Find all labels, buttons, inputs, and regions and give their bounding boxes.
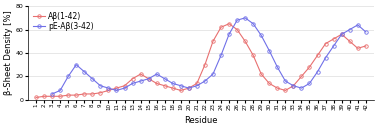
Aβ(1-42) (90, 93, 94, 95)
pE-Aβ(3-42) (170, 83, 175, 84)
pE-Aβ(3-42) (146, 78, 151, 79)
Aβ(1-42) (347, 41, 352, 42)
pE-Aβ(3-42) (203, 80, 207, 82)
pE-Aβ(3-42) (178, 85, 183, 87)
Y-axis label: β-Sheet Density [%]: β-Sheet Density [%] (4, 11, 13, 95)
Aβ(1-42) (138, 73, 143, 75)
Aβ(1-42) (130, 78, 135, 79)
pE-Aβ(3-42) (235, 19, 239, 21)
pE-Aβ(3-42) (339, 34, 344, 35)
pE-Aβ(3-42) (50, 93, 54, 95)
Aβ(1-42) (227, 23, 231, 25)
pE-Aβ(3-42) (364, 31, 368, 33)
pE-Aβ(3-42) (58, 90, 62, 91)
Aβ(1-42) (187, 87, 191, 89)
pE-Aβ(3-42) (211, 73, 215, 75)
Legend: Aβ(1-42), pE-Aβ(3-42): Aβ(1-42), pE-Aβ(3-42) (32, 10, 95, 33)
Line: pE-Aβ(3-42): pE-Aβ(3-42) (50, 16, 367, 96)
pE-Aβ(3-42) (74, 64, 79, 65)
pE-Aβ(3-42) (90, 78, 94, 79)
Aβ(1-42) (82, 93, 87, 95)
Aβ(1-42) (275, 87, 280, 89)
pE-Aβ(3-42) (138, 80, 143, 82)
Aβ(1-42) (42, 95, 46, 97)
pE-Aβ(3-42) (187, 87, 191, 89)
pE-Aβ(3-42) (219, 55, 223, 56)
Line: Aβ(1-42): Aβ(1-42) (34, 22, 367, 99)
pE-Aβ(3-42) (267, 50, 271, 51)
Aβ(1-42) (243, 41, 248, 42)
Aβ(1-42) (283, 90, 288, 91)
pE-Aβ(3-42) (315, 71, 320, 72)
pE-Aβ(3-42) (275, 66, 280, 68)
Aβ(1-42) (323, 43, 328, 44)
Aβ(1-42) (219, 26, 223, 28)
pE-Aβ(3-42) (347, 29, 352, 30)
pE-Aβ(3-42) (283, 80, 288, 82)
Aβ(1-42) (299, 76, 304, 77)
Aβ(1-42) (332, 38, 336, 40)
Aβ(1-42) (315, 55, 320, 56)
Aβ(1-42) (98, 92, 103, 94)
pE-Aβ(3-42) (130, 83, 135, 84)
pE-Aβ(3-42) (259, 35, 263, 36)
Aβ(1-42) (114, 87, 119, 89)
Aβ(1-42) (203, 64, 207, 65)
Aβ(1-42) (235, 29, 239, 30)
pE-Aβ(3-42) (227, 34, 231, 35)
Aβ(1-42) (267, 83, 271, 84)
pE-Aβ(3-42) (299, 87, 304, 89)
pE-Aβ(3-42) (195, 85, 199, 87)
Aβ(1-42) (66, 94, 70, 96)
Aβ(1-42) (178, 90, 183, 91)
pE-Aβ(3-42) (323, 57, 328, 58)
Aβ(1-42) (251, 55, 256, 56)
Aβ(1-42) (364, 45, 368, 47)
Aβ(1-42) (291, 85, 296, 87)
Aβ(1-42) (211, 41, 215, 42)
pE-Aβ(3-42) (66, 76, 70, 77)
Aβ(1-42) (307, 66, 312, 68)
Aβ(1-42) (195, 83, 199, 84)
Aβ(1-42) (259, 73, 263, 75)
pE-Aβ(3-42) (114, 90, 119, 91)
Aβ(1-42) (34, 97, 38, 98)
pE-Aβ(3-42) (106, 87, 111, 89)
Aβ(1-42) (50, 95, 54, 97)
Aβ(1-42) (58, 95, 62, 97)
Aβ(1-42) (106, 90, 111, 91)
Aβ(1-42) (163, 85, 167, 87)
Aβ(1-42) (170, 87, 175, 89)
pE-Aβ(3-42) (122, 87, 127, 89)
pE-Aβ(3-42) (98, 85, 103, 87)
Aβ(1-42) (355, 47, 360, 49)
pE-Aβ(3-42) (307, 83, 312, 84)
X-axis label: Residue: Residue (184, 116, 218, 125)
pE-Aβ(3-42) (251, 23, 256, 25)
Aβ(1-42) (339, 34, 344, 35)
Aβ(1-42) (146, 78, 151, 79)
pE-Aβ(3-42) (154, 73, 159, 75)
Aβ(1-42) (74, 94, 79, 96)
pE-Aβ(3-42) (243, 17, 248, 19)
pE-Aβ(3-42) (355, 24, 360, 26)
pE-Aβ(3-42) (332, 45, 336, 47)
pE-Aβ(3-42) (163, 78, 167, 79)
Aβ(1-42) (122, 85, 127, 87)
pE-Aβ(3-42) (82, 71, 87, 72)
Aβ(1-42) (154, 83, 159, 84)
pE-Aβ(3-42) (291, 85, 296, 87)
